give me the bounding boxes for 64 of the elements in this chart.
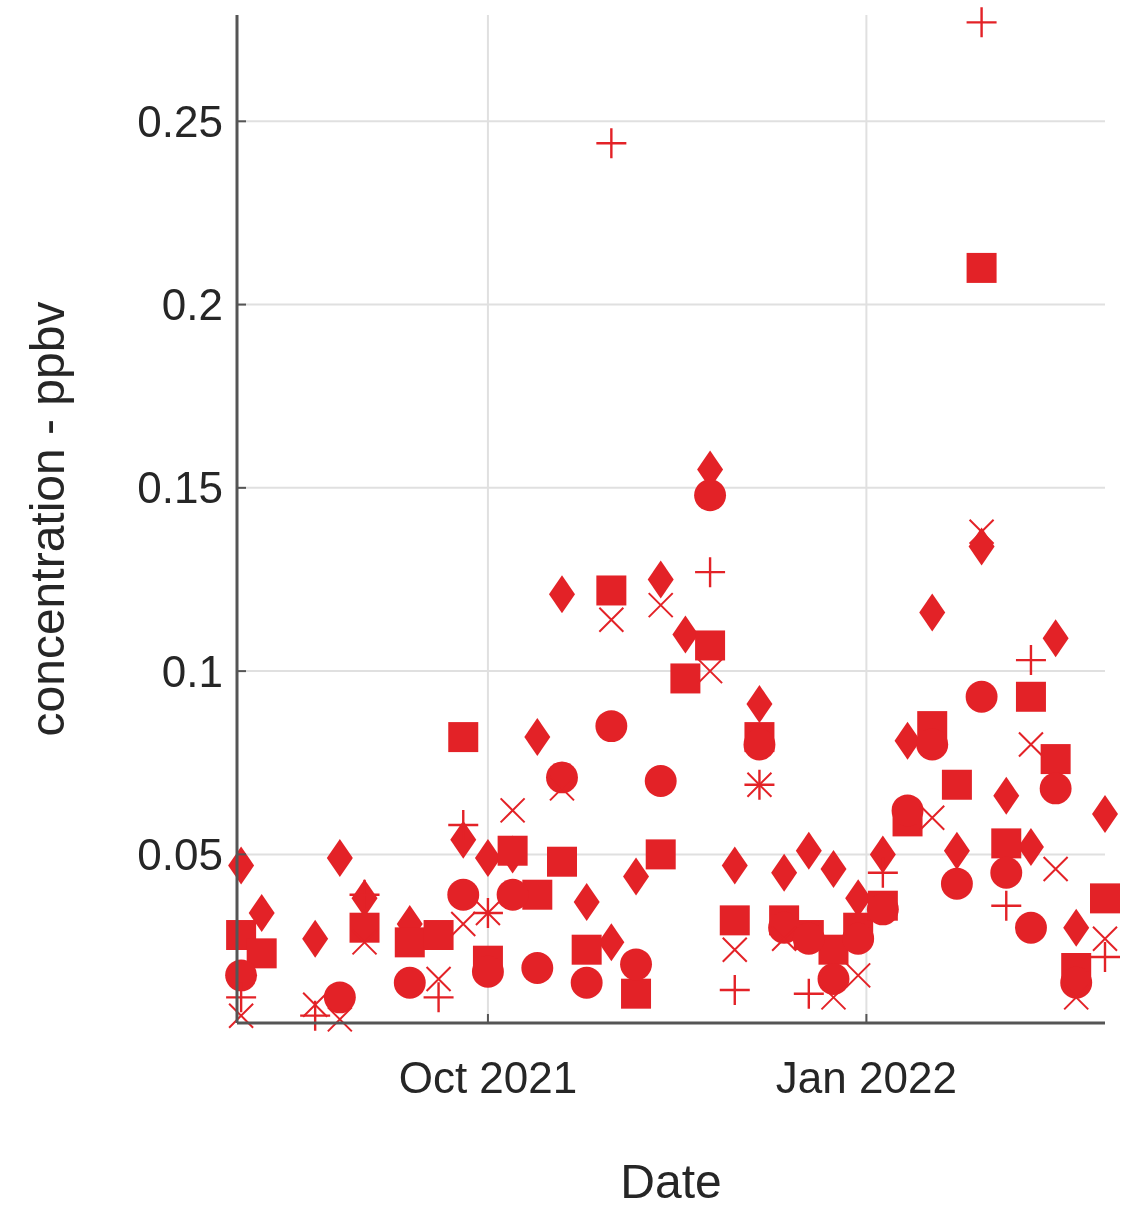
point: [941, 769, 972, 800]
point: [645, 839, 676, 870]
point: [1015, 681, 1046, 712]
point: [450, 911, 477, 938]
point: [647, 592, 674, 619]
x-tick-label: Jan 2022: [775, 1053, 957, 1102]
point: [670, 663, 701, 694]
point: [598, 606, 625, 633]
point: [644, 765, 677, 798]
point: [302, 991, 329, 1018]
point: [940, 867, 973, 900]
point: [1017, 731, 1044, 758]
point: [246, 938, 277, 969]
point: [326, 1006, 353, 1033]
point: [447, 878, 480, 911]
point: [697, 658, 724, 685]
point: [817, 963, 850, 995]
point: [620, 948, 652, 981]
point: [596, 128, 627, 159]
y-tick-label: 0.1: [161, 646, 223, 696]
point: [521, 952, 554, 984]
y-tick-label: 0.25: [137, 96, 223, 146]
y-tick-label: 0.2: [161, 279, 223, 329]
x-axis-title: Date: [620, 1155, 722, 1208]
point: [968, 518, 995, 545]
point: [721, 936, 748, 963]
point: [1014, 911, 1047, 944]
point: [845, 962, 872, 989]
point: [1090, 883, 1120, 914]
point: [966, 7, 997, 38]
point: [695, 630, 726, 661]
y-tick-label: 0.05: [137, 829, 223, 879]
point: [966, 252, 997, 283]
y-axis-title: concentration - ppbv: [21, 301, 74, 737]
point: [596, 575, 627, 606]
point: [499, 797, 526, 824]
point: [423, 982, 454, 1013]
point: [1092, 925, 1118, 952]
point: [394, 927, 425, 958]
point: [595, 710, 628, 743]
point: [571, 934, 602, 965]
point: [570, 966, 603, 999]
point: [393, 966, 426, 999]
point: [719, 905, 750, 936]
point: [1040, 744, 1071, 775]
point: [1042, 856, 1069, 883]
point: [323, 981, 356, 1014]
point: [423, 920, 454, 951]
point: [425, 966, 452, 993]
point: [621, 978, 652, 1009]
point: [990, 856, 1023, 889]
point: [694, 479, 727, 512]
point: [448, 722, 479, 753]
y-tick-label: 0.15: [137, 463, 223, 513]
point: [965, 680, 998, 713]
point: [349, 912, 380, 943]
point: [919, 804, 946, 831]
point: [228, 1002, 255, 1029]
point: [1039, 772, 1072, 805]
point: [546, 846, 577, 877]
x-tick-label: Oct 2021: [398, 1053, 578, 1102]
point: [793, 978, 824, 1009]
point: [991, 828, 1022, 859]
point: [497, 835, 528, 866]
